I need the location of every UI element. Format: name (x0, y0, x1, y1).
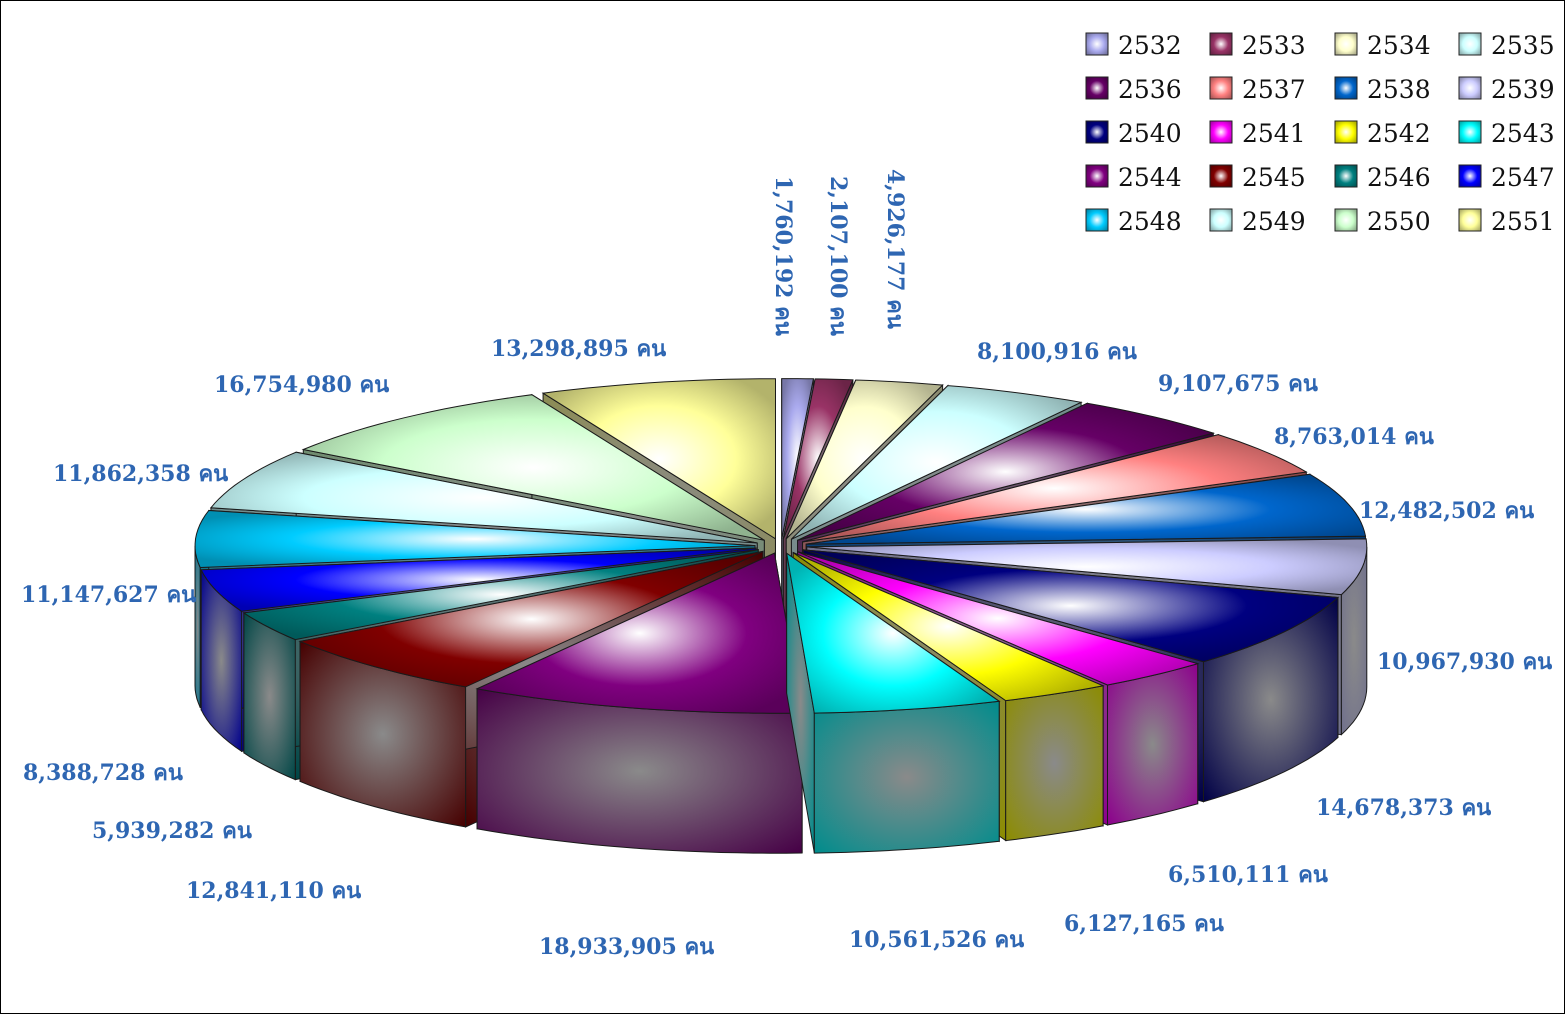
legend-item-2536: 2536 (1085, 75, 1182, 104)
legend-swatch (1085, 76, 1109, 100)
legend-swatch (1334, 32, 1358, 56)
legend-swatch (1334, 208, 1358, 232)
legend-item-2550: 2550 (1334, 207, 1431, 236)
data-label-2539: 10,967,930 คน (1377, 649, 1552, 675)
data-label-2544: 18,933,905 คน (539, 934, 714, 960)
legend-label: 2533 (1242, 31, 1306, 60)
legend-item-2534: 2534 (1334, 31, 1431, 60)
legend-swatch (1209, 76, 1233, 100)
legend-item-2546: 2546 (1334, 163, 1431, 192)
data-label-2546: 5,939,282 คน (92, 818, 252, 844)
legend-item-2547: 2547 (1458, 163, 1555, 192)
legend-swatch (1458, 76, 1482, 100)
legend-swatch (1209, 32, 1233, 56)
data-label-2550: 16,754,980 คน (214, 372, 389, 398)
data-label-2534: 4,926,177 คน (882, 169, 908, 329)
legend-label: 2546 (1367, 163, 1431, 192)
pie-slice-2543 (785, 552, 1001, 854)
data-label-2551: 13,298,895 คน (491, 336, 666, 362)
data-label-2540: 14,678,373 คน (1316, 795, 1491, 821)
legend-swatch (1458, 120, 1482, 144)
legend-item-2532: 2532 (1085, 31, 1182, 60)
legend-swatch (1085, 164, 1109, 188)
legend-item-2539: 2539 (1458, 75, 1555, 104)
legend-item-2540: 2540 (1085, 119, 1182, 148)
legend-label: 2550 (1367, 207, 1431, 236)
legend-label: 2537 (1242, 75, 1306, 104)
legend: 2532 2533 2534 2535 2536 2537 2538 2539 2540 2541… (1085, 31, 1555, 236)
legend-swatch (1458, 208, 1482, 232)
data-label-2541: 6,510,111 คน (1168, 862, 1328, 888)
legend-swatch (1458, 164, 1482, 188)
data-label-2545: 12,841,110 คน (186, 878, 361, 904)
legend-swatch (1085, 120, 1109, 144)
legend-label: 2548 (1118, 207, 1182, 236)
legend-item-2543: 2543 (1458, 119, 1555, 148)
legend-swatch (1334, 164, 1358, 188)
legend-item-2537: 2537 (1209, 75, 1306, 104)
data-label-2535: 8,100,916 คน (977, 339, 1137, 365)
data-labels: 1,760,192 คน 2,107,100 คน 4,926,177 คน 8,10… (21, 169, 1552, 960)
data-label-2548: 11,147,627 คน (21, 582, 196, 608)
data-label-2549: 11,862,358 คน (53, 461, 228, 487)
data-label-2532: 1,760,192 คน (770, 176, 796, 336)
legend-swatch (1209, 120, 1233, 144)
legend-label: 2545 (1242, 163, 1306, 192)
legend-swatch (1334, 120, 1358, 144)
legend-swatch (1209, 164, 1233, 188)
legend-label: 2538 (1367, 75, 1431, 104)
legend-item-2533: 2533 (1209, 31, 1306, 60)
legend-label: 2541 (1242, 119, 1306, 148)
pie-slices (194, 378, 1368, 854)
legend-label: 2539 (1491, 75, 1555, 104)
legend-label: 2534 (1367, 31, 1431, 60)
legend-item-2551: 2551 (1458, 207, 1555, 236)
legend-item-2544: 2544 (1085, 163, 1182, 192)
data-label-2538: 12,482,502 คน (1359, 498, 1534, 524)
data-label-2542: 6,127,165 คน (1064, 911, 1224, 937)
legend-item-2549: 2549 (1209, 207, 1306, 236)
legend-label: 2540 (1118, 119, 1182, 148)
legend-swatch (1085, 32, 1109, 56)
legend-item-2538: 2538 (1334, 75, 1431, 104)
legend-label: 2536 (1118, 75, 1182, 104)
legend-label: 2542 (1367, 119, 1431, 148)
legend-label: 2532 (1118, 31, 1182, 60)
legend-swatch (1458, 32, 1482, 56)
legend-swatch (1085, 208, 1109, 232)
legend-item-2535: 2535 (1458, 31, 1555, 60)
legend-label: 2551 (1491, 207, 1555, 236)
legend-label: 2535 (1491, 31, 1555, 60)
data-label-2543: 10,561,526 คน (849, 927, 1024, 953)
legend-label: 2544 (1118, 163, 1182, 192)
legend-label: 2543 (1491, 119, 1555, 148)
data-label-2536: 9,107,675 คน (1158, 371, 1318, 397)
legend-item-2548: 2548 (1085, 207, 1182, 236)
data-label-2533: 2,107,100 คน (825, 176, 851, 336)
legend-item-2545: 2545 (1209, 163, 1306, 192)
legend-item-2542: 2542 (1334, 119, 1431, 148)
legend-label: 2547 (1491, 163, 1555, 192)
data-label-2537: 8,763,014 คน (1274, 424, 1434, 450)
data-label-2547: 8,388,728 คน (23, 760, 183, 786)
legend-swatch (1334, 76, 1358, 100)
legend-swatch (1209, 208, 1233, 232)
legend-label: 2549 (1242, 207, 1306, 236)
pie-slice-2544 (475, 552, 803, 854)
legend-item-2541: 2541 (1209, 119, 1306, 148)
